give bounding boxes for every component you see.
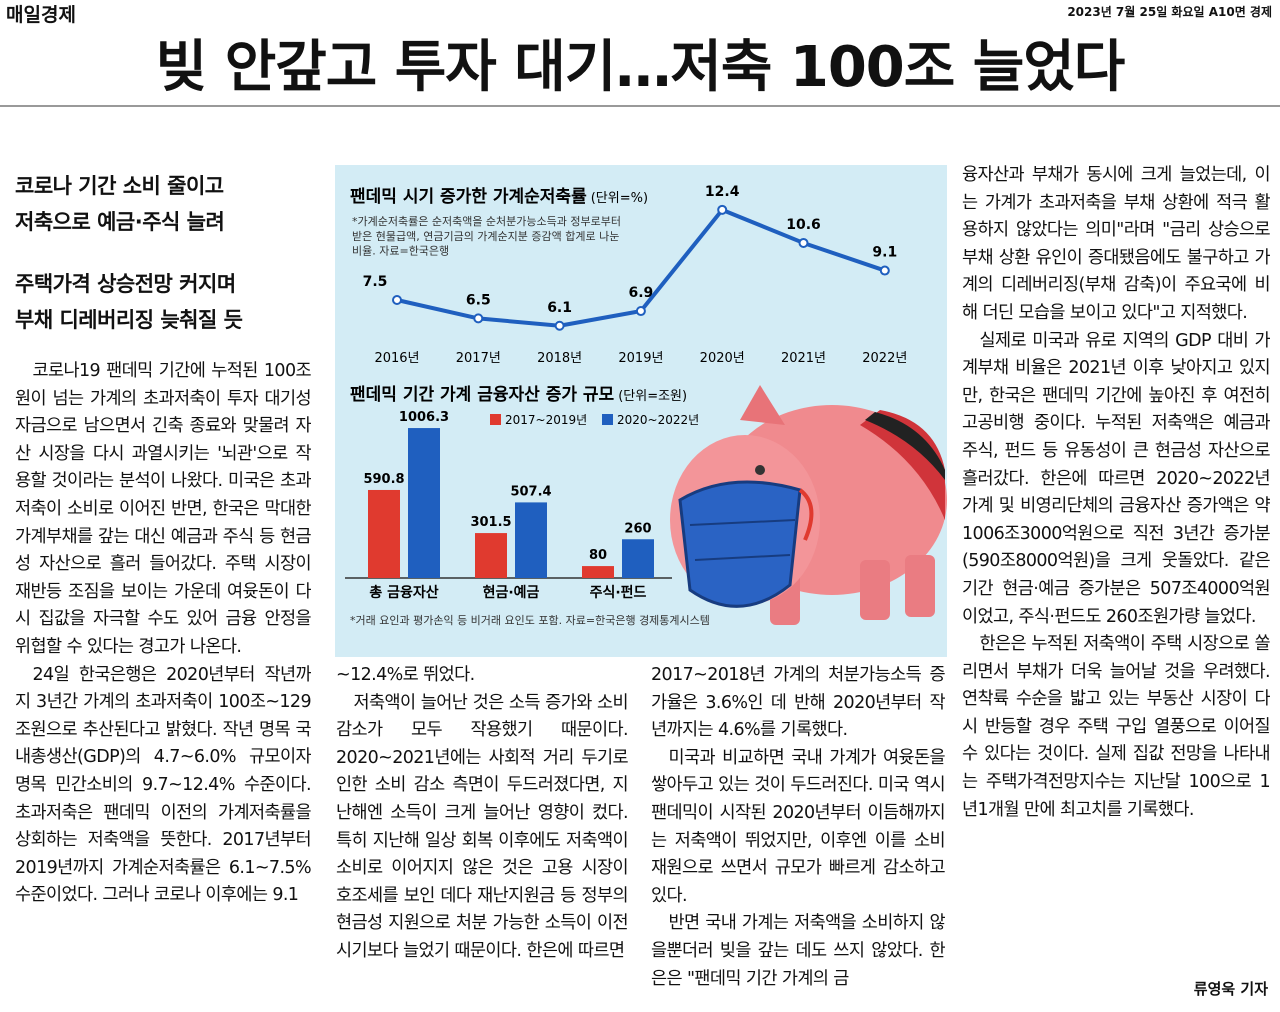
paragraph: 실제로 미국과 유로 지역의 GDP 대비 가계부채 비율은 2021년 이후 … bbox=[962, 330, 1270, 627]
paragraph: 저축액이 늘어난 것은 소득 증가와 소비 감소가 모두 작용했기 때문이다. … bbox=[336, 692, 628, 961]
subhead: 저축으로 예금·주식 늘려 bbox=[15, 210, 225, 234]
bar bbox=[368, 489, 400, 578]
note-line: *가계순저축률은 순저축액을 순처분가능소득과 정부로부터 bbox=[352, 215, 621, 228]
unit-text: (단위=조원) bbox=[618, 389, 687, 404]
legend-swatch bbox=[602, 414, 613, 425]
point bbox=[717, 204, 728, 215]
x-tick-label: 2022년 bbox=[862, 351, 907, 366]
column: ~12.4%로 뛰었다. 저축액이 늘어난 것은 소득 증가와 소비 감소가 모두… bbox=[336, 662, 628, 1006]
value-label: 301.5 bbox=[470, 515, 511, 530]
value-label: 7.5 bbox=[363, 274, 388, 290]
value-label: 6.9 bbox=[628, 285, 653, 301]
point bbox=[392, 295, 402, 305]
note-line: 비율. 자료=한국은행 bbox=[352, 245, 449, 258]
masthead: 매일경제 bbox=[6, 4, 76, 26]
chart-title: 팬데믹 기간 가계 금융자산 증가 규모 (단위=조원) bbox=[350, 385, 687, 405]
value-label: 1006.3 bbox=[399, 410, 449, 425]
x-tick-label: 현금·예금 bbox=[483, 585, 540, 601]
paragraph: 반면 국내 가계는 저축액을 소비하지 않을뿐더러 빚을 갚는 데도 쓰지 않았… bbox=[651, 913, 945, 989]
paragraph: 미국과 비교하면 국내 가계가 여윳돈을 쌓아두고 있는 것이 두드러진다. 미… bbox=[651, 747, 945, 906]
point bbox=[879, 265, 890, 276]
value-label: 590.8 bbox=[363, 472, 404, 487]
column: 융자산과 부채가 동시에 크게 늘었는데, 이는 가계가 초과저축을 부채 상환… bbox=[962, 162, 1270, 974]
x-tick-label: 주식·펀드 bbox=[590, 585, 647, 601]
title-text: 팬데믹 기간 가계 금융자산 증가 규모 bbox=[350, 385, 615, 405]
value-label: 9.1 bbox=[872, 245, 897, 261]
legend-label: 2020~2022년 bbox=[617, 413, 699, 427]
bar bbox=[582, 566, 614, 578]
x-tick-label: 2016년 bbox=[374, 351, 419, 366]
paragraph: 코로나19 팬데믹 기간에 누적된 100조원이 넘는 가계의 초과저축이 투자… bbox=[15, 361, 311, 657]
note-line: *거래 요인과 평가손익 등 비거래 요인도 포함. 자료=한국은행 경제통계시… bbox=[350, 614, 710, 627]
bar bbox=[515, 502, 547, 578]
column: 2017~2018년 가계의 처분가능소득 증가율은 3.6%인 데 반해 20… bbox=[651, 662, 945, 1006]
value-label: 80 bbox=[589, 548, 607, 563]
value-label: 10.6 bbox=[786, 217, 821, 233]
byline: 류영욱 기자 bbox=[1193, 980, 1268, 998]
subhead: 주택가격 상승전망 커지며 bbox=[15, 272, 236, 296]
point bbox=[473, 313, 484, 324]
bar bbox=[622, 539, 654, 578]
headline: 빚 안갚고 투자 대기…저축 100조 늘었다 bbox=[155, 35, 1126, 100]
paragraph: 2017~2018년 가계의 처분가능소득 증가율은 3.6%인 데 반해 20… bbox=[651, 665, 945, 741]
chart-title: 팬데믹 시기 증가한 가계순저축률 (단위=%) bbox=[350, 187, 648, 207]
point bbox=[798, 237, 809, 248]
paragraph: 24일 한국은행은 2020년부터 작년까지 3년간 가계의 초과저축이 100… bbox=[15, 664, 311, 906]
value-label: 260 bbox=[624, 521, 651, 536]
value-label: 6.5 bbox=[466, 292, 491, 308]
point bbox=[635, 306, 646, 317]
value-label: 12.4 bbox=[705, 184, 740, 200]
bar bbox=[475, 533, 507, 578]
paragraph: 한은은 누적된 저축액이 주택 시장으로 쏠리면서 부채가 더욱 늘어날 것을 … bbox=[962, 634, 1270, 820]
infographic: 팬데믹 시기 증가한 가계순저축률 (단위=%) *가계순저축률은 순저축액을 순처… bbox=[335, 165, 947, 657]
paragraph: ~12.4%로 뛰었다. bbox=[336, 665, 475, 685]
x-tick-label: 2021년 bbox=[781, 351, 826, 366]
value-label: 6.1 bbox=[547, 300, 572, 316]
dateline: 2023년 7월 25일 화요일 A10면 경제 bbox=[1067, 5, 1272, 19]
title-text: 팬데믹 시기 증가한 가계순저축률 bbox=[350, 187, 587, 207]
x-tick-label: 2019년 bbox=[618, 351, 663, 366]
bar bbox=[408, 428, 440, 578]
paragraph: 융자산과 부채가 동시에 크게 늘었는데, 이는 가계가 초과저축을 부채 상환… bbox=[962, 165, 1270, 323]
legend-swatch bbox=[490, 414, 501, 425]
chart-note: *거래 요인과 평가손익 등 비거래 요인도 포함. 자료=한국은행 경제통계시… bbox=[350, 614, 710, 627]
point bbox=[554, 320, 565, 331]
rule bbox=[0, 105, 1280, 107]
x-tick-label: 총 금융자산 bbox=[369, 584, 438, 601]
x-tick-label: 2020년 bbox=[700, 351, 745, 366]
value-label: 507.4 bbox=[510, 484, 551, 499]
x-tick-label: 2017년 bbox=[456, 351, 501, 366]
column: 코로나19 팬데믹 기간에 누적된 100조원이 넘는 가계의 초과저축이 투자… bbox=[15, 358, 311, 1006]
unit-text: (단위=%) bbox=[591, 191, 648, 206]
note-line: 받은 현물급액, 연금기금의 가계순지분 증감액 합계로 나눈 bbox=[352, 230, 619, 243]
subhead: 코로나 기간 소비 줄이고 bbox=[15, 174, 224, 198]
subhead: 부채 디레버리징 늦춰질 듯 bbox=[15, 308, 243, 332]
legend-label: 2017~2019년 bbox=[505, 413, 587, 427]
piggy-illustration bbox=[670, 385, 947, 625]
x-tick-label: 2018년 bbox=[537, 351, 582, 366]
